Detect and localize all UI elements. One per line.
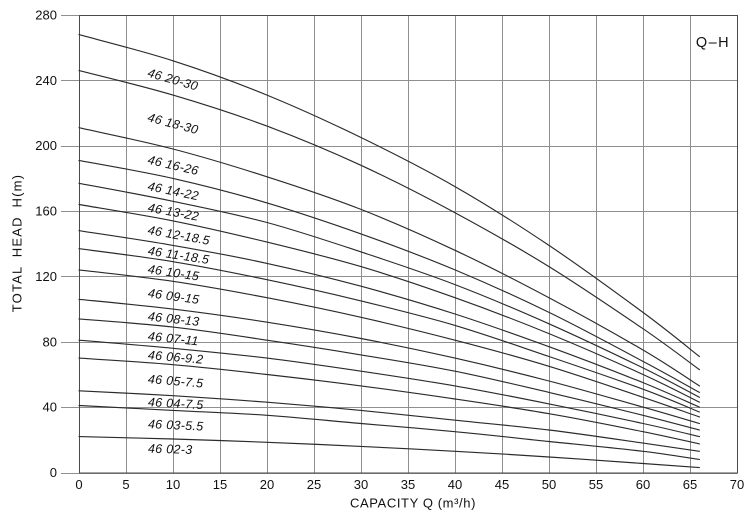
- y-axis-title: TOTAL HEAD H(m): [9, 173, 25, 313]
- x-tick-label: 30: [354, 477, 368, 492]
- curve-label: 46 18-30: [146, 110, 200, 137]
- pump-curve: [78, 339, 700, 438]
- x-tick-label: 5: [122, 477, 129, 492]
- x-tick-label: 0: [75, 477, 82, 492]
- curve-label: 46 07-11: [147, 329, 199, 348]
- y-tick-label: 240: [35, 73, 57, 88]
- y-tick-label: 120: [35, 269, 57, 284]
- y-tick-label: 40: [43, 400, 57, 415]
- x-tick-label: 10: [166, 477, 180, 492]
- pump-curve: [78, 248, 700, 413]
- x-tick-label: 25: [307, 477, 321, 492]
- y-tick-label: 280: [35, 8, 57, 23]
- pump-curve: [78, 203, 700, 403]
- x-tick-label: 60: [636, 477, 650, 492]
- x-axis-title: CAPACITY Q (m³/h): [349, 495, 477, 511]
- pump-curve: [78, 436, 700, 469]
- y-tick-label: 160: [35, 204, 57, 219]
- curve-label: 46 04-7.5: [148, 395, 204, 412]
- y-tick-label: 200: [35, 138, 57, 153]
- x-tick-label: 55: [589, 477, 603, 492]
- x-tick-label: 35: [401, 477, 415, 492]
- curve-label: 46 08-13: [147, 309, 200, 329]
- curve-label: 46 03-5.5: [148, 417, 204, 433]
- pump-curve: [78, 357, 700, 445]
- x-tick-label: 40: [448, 477, 462, 492]
- x-tick-label: 50: [542, 477, 556, 492]
- curve-label: 46 09-15: [147, 286, 200, 307]
- curve-label: 46 02-3: [148, 442, 193, 457]
- x-tick-label: 45: [495, 477, 509, 492]
- pump-curve: [78, 159, 700, 393]
- legend-qh-label: Q–H: [695, 35, 731, 51]
- pump-curve: [78, 182, 700, 398]
- curve-label: 46 06-9.2: [147, 348, 204, 367]
- x-tick-label: 70: [730, 477, 744, 492]
- curve-label: 46 05-7.5: [147, 372, 203, 390]
- pump-curve: [78, 70, 700, 371]
- pump-curve: [78, 127, 700, 387]
- pump-curve: [78, 34, 700, 358]
- pump-curve: [78, 298, 700, 425]
- x-tick-label: 20: [260, 477, 274, 492]
- x-tick-label: 15: [213, 477, 227, 492]
- x-tick-label: 65: [683, 477, 697, 492]
- pump-curve: [78, 269, 700, 418]
- y-tick-label: 0: [50, 465, 57, 480]
- pump-curve: [78, 390, 700, 452]
- pump-curve: [78, 318, 700, 431]
- pump-curve: [78, 404, 700, 460]
- pump-curve: [78, 230, 700, 408]
- plot-border: [78, 14, 739, 474]
- y-tick-label: 80: [43, 334, 57, 349]
